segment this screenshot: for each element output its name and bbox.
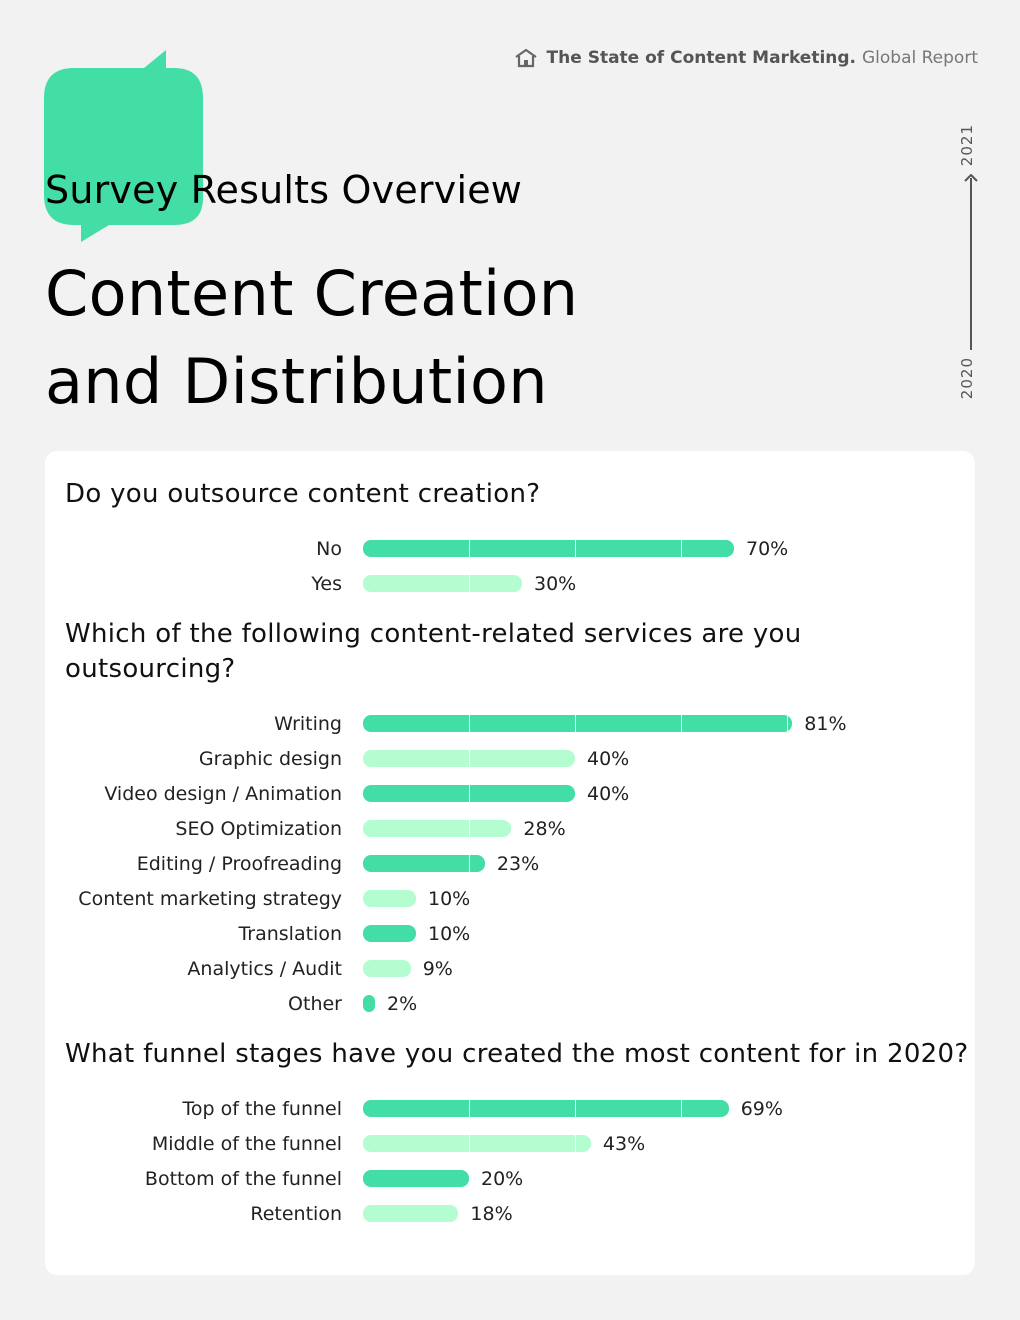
speech-bubble-decoration (44, 50, 203, 242)
bar (363, 540, 734, 557)
category-label: Analytics / Audit (187, 958, 342, 980)
bar-row: Top of the funnel 69% (45, 1097, 975, 1121)
chart-title-services: Which of the following content-related s… (65, 619, 802, 684)
chart-title-funnel: What funnel stages have you created the … (65, 1039, 969, 1069)
category-label: Bottom of the funnel (144, 1168, 342, 1190)
category-label: Translation (238, 923, 342, 945)
value-label: 40% (587, 783, 630, 805)
value-label: 20% (481, 1168, 524, 1190)
bar-divider (575, 715, 576, 732)
bar-divider (469, 575, 470, 592)
category-label: Editing / Proofreading (136, 853, 342, 875)
value-label: 18% (470, 1203, 513, 1225)
category-label: Content marketing strategy (78, 888, 342, 910)
bar (363, 1135, 591, 1152)
category-label: Other (288, 993, 342, 1015)
bar-row: Content marketing strategy 10% (45, 887, 975, 911)
bar-divider (681, 715, 682, 732)
report-header: The State of Content Marketing. Global R… (513, 47, 978, 69)
bar (363, 1100, 729, 1117)
bar-divider (787, 715, 788, 732)
bar (363, 960, 411, 977)
value-label: 81% (804, 713, 847, 735)
bar-divider (469, 715, 470, 732)
bar-divider (681, 540, 682, 557)
bar (363, 995, 375, 1012)
bar (363, 750, 575, 767)
category-label: Graphic design (198, 748, 342, 770)
bar (363, 890, 416, 907)
category-label: No (316, 538, 342, 560)
value-label: 28% (523, 818, 566, 840)
bar-divider (469, 540, 470, 557)
bar-row: No 70% (45, 537, 975, 561)
arrow-up-icon (964, 174, 978, 350)
value-label: 10% (428, 923, 471, 945)
category-label: Top of the funnel (182, 1098, 342, 1120)
section-label: Survey Results Overview (45, 168, 523, 212)
bar-divider (469, 820, 470, 837)
timeline-end-year: 2021 (958, 124, 976, 167)
bar-divider (469, 1100, 470, 1117)
bar-row: Video design / Animation 40% (45, 782, 975, 806)
value-label: 2% (387, 993, 418, 1015)
bar (363, 715, 793, 732)
value-label: 70% (746, 538, 789, 560)
page-title-line-1: Content Creation (45, 257, 579, 330)
category-label: Retention (250, 1203, 342, 1225)
bar (363, 1205, 459, 1222)
bar-divider (469, 855, 470, 872)
bar-row: Middle of the funnel 43% (45, 1132, 975, 1156)
bar-divider (469, 750, 470, 767)
survey-card: Do you outsource content creation? No 70%… (45, 451, 975, 1275)
bar (363, 785, 575, 802)
category-label: Middle of the funnel (151, 1133, 342, 1155)
bar-row: Other 2% (45, 992, 975, 1016)
bar-row: Translation 10% (45, 922, 975, 946)
bar-row: Yes 30% (45, 572, 975, 596)
category-label: Video design / Animation (104, 783, 342, 805)
bar (363, 820, 512, 837)
bar-divider (469, 1135, 470, 1152)
category-label: Writing (274, 713, 342, 735)
bar-divider (575, 540, 576, 557)
bar (363, 855, 485, 872)
report-subtitle: Global Report (862, 48, 978, 68)
value-label: 43% (602, 1133, 646, 1155)
bar-divider (469, 785, 470, 802)
value-label: 23% (496, 853, 540, 875)
value-label: 69% (740, 1098, 783, 1120)
bar-divider (681, 1100, 682, 1117)
bar-divider (575, 1100, 576, 1117)
bar (363, 1170, 469, 1187)
bar-divider (575, 1135, 576, 1152)
bar-row: SEO Optimization 28% (45, 817, 975, 841)
timeline-start-year: 2020 (958, 357, 976, 400)
value-label: 40% (587, 748, 630, 770)
bar-row: Retention 18% (45, 1202, 975, 1226)
bar-row: Writing 81% (45, 712, 975, 736)
report-brand: The State of Content Marketing. (546, 48, 856, 68)
chart-title-outsource: Do you outsource content creation? (65, 479, 541, 509)
year-timeline: 2021 2020 (958, 120, 984, 405)
bar (363, 925, 416, 942)
value-label: 9% (422, 958, 453, 980)
bar-row: Analytics / Audit 9% (45, 957, 975, 981)
category-label: Yes (311, 573, 342, 595)
bar-row: Bottom of the funnel 20% (45, 1167, 975, 1191)
category-label: SEO Optimization (175, 818, 342, 840)
bar (363, 575, 522, 592)
bar-row: Graphic design 40% (45, 747, 975, 771)
value-label: 30% (534, 573, 577, 595)
page-title-line-2: and Distribution (45, 345, 548, 418)
home-icon[interactable] (513, 47, 539, 69)
value-label: 10% (428, 888, 471, 910)
bar-row: Editing / Proofreading 23% (45, 852, 975, 876)
page-title: Content Creation and Distribution (45, 250, 578, 426)
